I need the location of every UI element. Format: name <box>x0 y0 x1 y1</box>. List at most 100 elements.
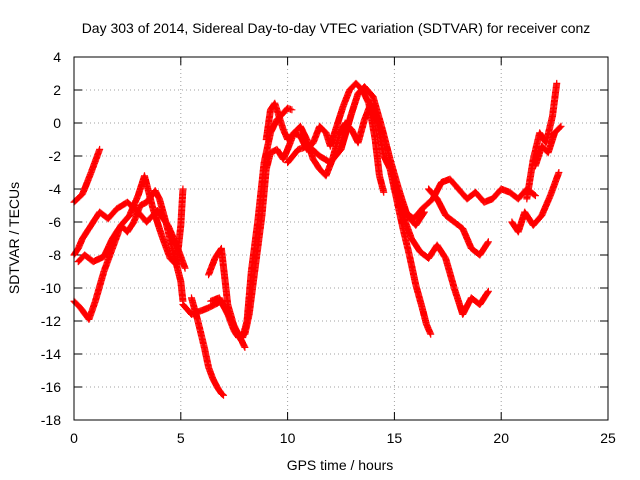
data-marker-run <box>177 186 187 228</box>
data-point <box>241 343 249 351</box>
data-marker-run <box>214 384 225 396</box>
y-tick-label: -14 <box>41 346 61 362</box>
data-marker-run <box>348 91 362 116</box>
y-axis-label: SDTVAR / TECUs <box>6 182 22 294</box>
y-tick-label: 2 <box>53 82 61 98</box>
data-marker-run <box>224 312 238 334</box>
data-marker-run <box>252 213 266 268</box>
series-track-6 <box>187 294 228 399</box>
data-point <box>181 264 189 272</box>
data-marker-run <box>327 124 340 149</box>
data-marker-run <box>71 298 83 311</box>
data-marker-run <box>205 256 218 277</box>
data-point <box>531 192 539 200</box>
data-marker-run <box>285 105 294 113</box>
data-marker-run <box>317 123 329 136</box>
data-marker-run <box>549 81 561 119</box>
data-marker-run <box>126 193 141 218</box>
data-marker-run <box>374 120 387 159</box>
data-point <box>380 188 388 196</box>
data-marker-run <box>297 124 310 142</box>
y-tick-label: -12 <box>41 313 61 329</box>
data-marker-run <box>124 219 137 235</box>
series-track-14 <box>425 185 492 259</box>
data-marker-run <box>216 295 231 317</box>
data-point <box>484 238 492 246</box>
data-marker-run <box>354 117 368 145</box>
data-marker-run <box>284 130 297 152</box>
data-marker-run <box>284 146 301 166</box>
data-marker-run <box>149 206 165 238</box>
data-marker-run <box>545 130 558 155</box>
data-marker-run <box>547 170 562 198</box>
x-tick-label: 5 <box>177 430 185 446</box>
data-marker-run <box>118 212 133 228</box>
y-tick-label: -16 <box>41 379 61 395</box>
series-track-17 <box>531 122 565 170</box>
grid-lines <box>74 57 608 420</box>
y-tick-label: -10 <box>41 280 61 296</box>
data-marker-run <box>419 196 436 212</box>
data-marker-run <box>477 288 492 307</box>
data-point <box>553 79 561 87</box>
data-marker-run <box>236 331 248 341</box>
data-marker-run <box>88 147 103 175</box>
x-tick-label: 20 <box>493 430 509 446</box>
data-marker-run <box>371 137 383 178</box>
data-marker-run <box>141 173 157 211</box>
data-marker-run <box>130 203 144 225</box>
data-marker-run <box>406 252 419 287</box>
data-marker-run <box>156 196 169 225</box>
data-marker-run <box>310 156 323 172</box>
x-axis-label: GPS time / hours <box>287 457 394 473</box>
plot-area-frame <box>73 56 609 421</box>
data-marker-run <box>101 236 116 259</box>
chart-title: Day 303 of 2014, Sidereal Day-to-day VTE… <box>82 20 591 36</box>
data-marker-run <box>218 246 232 307</box>
data-marker-run <box>367 100 381 126</box>
series-track-4 <box>74 172 187 269</box>
data-marker-run <box>173 223 185 268</box>
data-marker-run <box>84 219 96 235</box>
data-marker-run <box>530 212 545 228</box>
y-tick-label: 0 <box>53 115 61 131</box>
data-marker-run <box>459 226 475 251</box>
y-tick-label: -8 <box>49 247 62 263</box>
data-marker-run <box>71 246 82 258</box>
data-marker-run <box>267 117 280 136</box>
series-track-1 <box>70 145 104 206</box>
data-marker-run <box>408 236 423 255</box>
data-marker-run <box>378 124 394 162</box>
data-marker-run <box>399 226 413 258</box>
data-point <box>96 145 104 153</box>
data-marker-run <box>425 186 440 202</box>
data-marker-run <box>447 176 462 192</box>
y-tick-label: 4 <box>53 49 61 65</box>
data-marker-run <box>258 167 270 218</box>
series-track-3 <box>70 187 187 323</box>
data-point <box>555 169 563 176</box>
series-track-9 <box>262 79 388 196</box>
data-marker-run <box>530 130 543 162</box>
data-point <box>484 287 492 295</box>
data-marker-run <box>79 229 90 241</box>
data-point <box>427 330 435 338</box>
axis-ticks <box>73 56 609 421</box>
data-marker-run <box>419 305 430 327</box>
data-marker-run <box>263 150 274 172</box>
data-marker-run <box>333 104 347 129</box>
data-marker-run <box>442 256 458 291</box>
y-tick-label: -6 <box>49 214 62 230</box>
y-tick-label: -18 <box>41 412 61 428</box>
data-marker-run <box>399 213 415 241</box>
y-tick-labels: -18 -16 -14 -12 -10 -8 -6 -4 -2 0 2 4 <box>41 49 61 428</box>
y-tick-label: -2 <box>49 148 62 164</box>
data-point <box>179 185 187 193</box>
data-marker-run <box>162 219 176 251</box>
data-marker-run <box>194 318 208 350</box>
data-marker-run <box>105 206 120 222</box>
data-marker-run <box>337 110 355 152</box>
y-tick-label: -4 <box>49 181 62 197</box>
data-marker-run <box>245 262 259 317</box>
